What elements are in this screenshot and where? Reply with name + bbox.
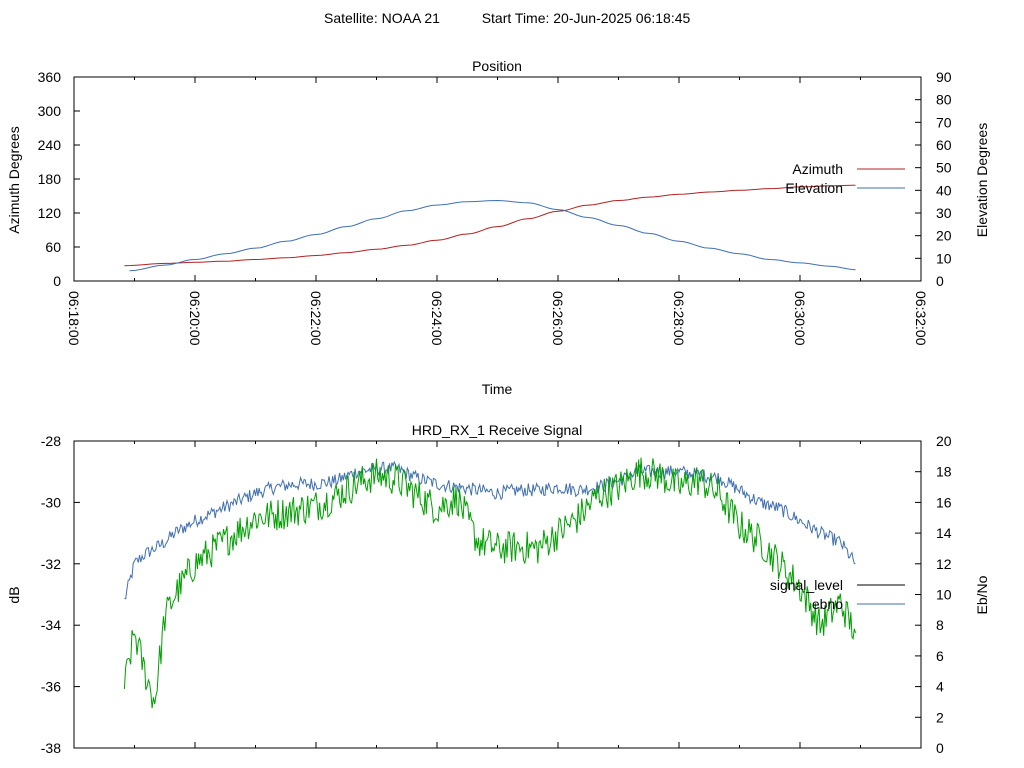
y2-tick-label: 12 bbox=[936, 556, 952, 572]
y-tick-label: -28 bbox=[41, 433, 61, 449]
y-tick-label: 300 bbox=[38, 103, 62, 119]
y-tick-label: -36 bbox=[41, 679, 61, 695]
y2-tick-label: 20 bbox=[936, 228, 952, 244]
y-tick-label: -38 bbox=[41, 740, 61, 756]
y2-tick-label: 90 bbox=[936, 69, 952, 85]
y-tick-label: 360 bbox=[38, 69, 62, 85]
x-tick-label: 06:22:00 bbox=[308, 291, 324, 346]
y2-tick-label: 6 bbox=[936, 648, 944, 664]
legend-label: Azimuth bbox=[792, 161, 843, 177]
y2-tick-label: 40 bbox=[936, 182, 952, 198]
x-tick-label: 06:24:00 bbox=[429, 291, 445, 346]
y2-tick-label: 20 bbox=[936, 433, 952, 449]
plot-frame bbox=[73, 76, 922, 282]
position-chart-xlabel: Time bbox=[482, 381, 513, 397]
legend-label: ebno bbox=[812, 596, 843, 612]
y-tick-label: 240 bbox=[38, 137, 62, 153]
y-tick-label: -34 bbox=[41, 617, 61, 633]
receive-signal-chart: HRD_RX_1 Receive Signal dB Eb/No -38 -36 -… bbox=[6, 422, 990, 756]
series-line-Elevation bbox=[129, 199, 856, 272]
y2-tick-label: 80 bbox=[936, 92, 952, 108]
x-tick-label: 06:28:00 bbox=[671, 291, 687, 346]
legend-label: signal_level bbox=[770, 577, 843, 593]
series-line-ebno bbox=[123, 457, 856, 709]
receive-signal-chart-y2label: Eb/No bbox=[974, 575, 990, 614]
position-chart-title: Position bbox=[472, 58, 522, 74]
y2-tick-label: 30 bbox=[936, 205, 952, 221]
x-tick-label: 06:20:00 bbox=[187, 291, 203, 346]
x-tick-label: 06:30:00 bbox=[792, 291, 808, 346]
position-chart-ylabel: Azimuth Degrees bbox=[6, 126, 22, 233]
y-tick-label: -32 bbox=[41, 556, 61, 572]
y2-tick-label: 14 bbox=[936, 525, 952, 541]
y2-tick-label: 8 bbox=[936, 617, 944, 633]
y-tick-label: -30 bbox=[41, 494, 61, 510]
receive-signal-chart-ylabel: dB bbox=[6, 586, 22, 603]
y-tick-label: 120 bbox=[38, 205, 62, 221]
plot-frame bbox=[73, 440, 922, 749]
y-tick-label: 60 bbox=[45, 239, 61, 255]
receive-signal-chart-title: HRD_RX_1 Receive Signal bbox=[412, 422, 582, 438]
y2-tick-label: 60 bbox=[936, 137, 952, 153]
y2-tick-label: 10 bbox=[936, 587, 952, 603]
satellite-label: Satellite: NOAA 21 bbox=[324, 10, 440, 26]
y-tick-label: 180 bbox=[38, 171, 62, 187]
start-time-label: Start Time: 20-Jun-2025 06:18:45 bbox=[482, 10, 691, 26]
position-chart-y2label: Elevation Degrees bbox=[974, 123, 990, 237]
y-tick-label: 0 bbox=[53, 273, 61, 289]
y2-tick-label: 0 bbox=[936, 740, 944, 756]
legend-label: Elevation bbox=[785, 180, 843, 196]
y2-tick-label: 4 bbox=[936, 679, 944, 695]
series-line-Azimuth bbox=[124, 184, 856, 267]
y2-tick-label: 70 bbox=[936, 114, 952, 130]
position-chart: Position Time Azimuth Degrees Elevation … bbox=[6, 58, 990, 397]
x-tick-label: 06:26:00 bbox=[550, 291, 566, 346]
x-tick-label: 06:18:00 bbox=[66, 291, 82, 346]
y2-tick-label: 16 bbox=[936, 494, 952, 510]
series-line-signal-level bbox=[124, 460, 856, 600]
y2-tick-label: 0 bbox=[936, 273, 944, 289]
y2-tick-label: 2 bbox=[936, 709, 944, 725]
x-tick-label: 06:32:00 bbox=[913, 291, 929, 346]
y2-tick-label: 18 bbox=[936, 464, 952, 480]
y2-tick-label: 10 bbox=[936, 250, 952, 266]
y2-tick-label: 50 bbox=[936, 160, 952, 176]
